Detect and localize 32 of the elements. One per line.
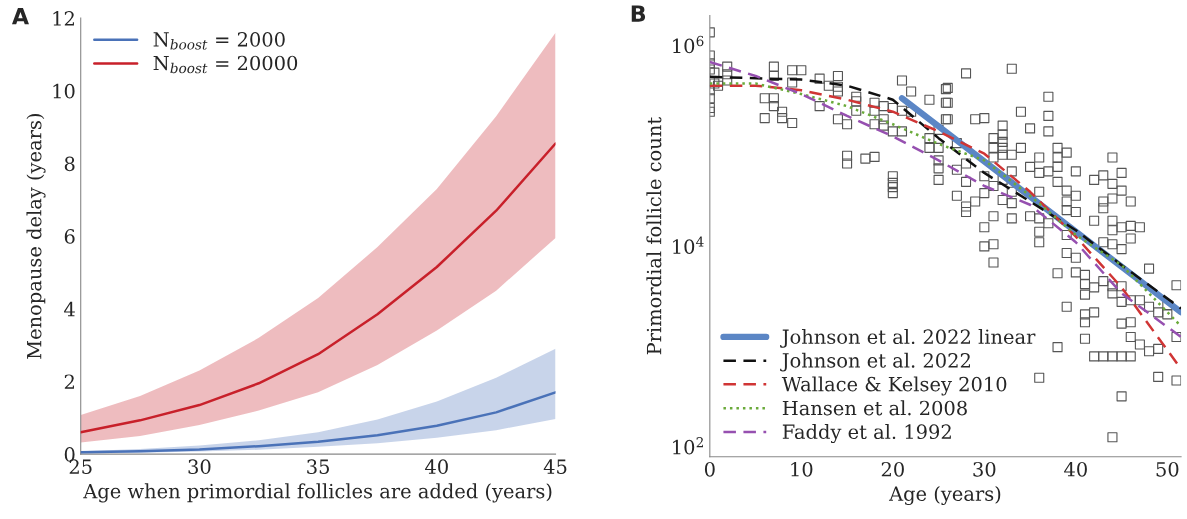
legend-label: N$_{boost}$ = 20000 (153, 55, 298, 74)
y-tick-label: 10$^{2}$ (673, 437, 703, 455)
x-tick-label: 40 (425, 459, 448, 475)
y-tick-label: 10$^{4}$ (673, 236, 704, 254)
text: A (11, 8, 29, 25)
legend-label: Hansen et al. 2008 (782, 400, 967, 416)
x-axis-title: Age when primordial follicles are added (years) (83, 483, 552, 503)
y-tick-label: 12 (53, 11, 74, 26)
legend-label: Wallace & Kelsey 2010 (781, 376, 1007, 396)
text: B (631, 5, 646, 22)
y-tick-label: 10 (53, 83, 75, 99)
x-tick-label: 20 (881, 461, 904, 477)
y-tick-label: 2 (64, 374, 74, 389)
y-axis-title: Menopause delay (years) (26, 114, 46, 359)
x-tick-label: 45 (543, 459, 567, 475)
legend-label: Johnson et al. 2022 (780, 352, 970, 372)
x-tick-label: 40 (1064, 461, 1087, 477)
x-tick-label: 10 (791, 461, 813, 477)
x-axis-title: Age (years) (888, 485, 1001, 506)
x-tick-label: 0 (704, 461, 715, 477)
x-tick-label: 30 (188, 459, 211, 475)
y-tick-label: 8 (64, 156, 75, 172)
legend-label: Johnson et al. 2022 linear (780, 329, 1036, 348)
legend-label: Faddy et al. 1992 (782, 424, 951, 444)
y-tick-label: 10$^{6}$ (673, 35, 704, 54)
y-axis-title: Primordial follicle count (646, 117, 662, 355)
x-tick-label: 30 (973, 461, 996, 477)
x-tick-label: 35 (307, 459, 329, 475)
legend-label: N$_{boost}$ = 2000 (153, 31, 285, 50)
y-tick-label: 6 (64, 229, 75, 244)
x-tick-label: 50 (1156, 461, 1179, 477)
y-tick-label: 4 (64, 301, 75, 317)
